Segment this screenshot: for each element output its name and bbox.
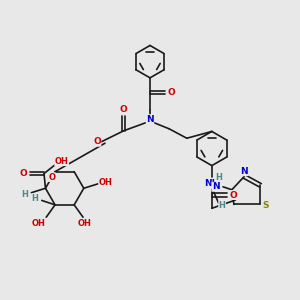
Text: OH: OH [32, 219, 46, 228]
Text: O: O [120, 105, 128, 114]
Text: OH: OH [55, 157, 69, 166]
Text: O: O [93, 137, 101, 146]
Text: O: O [20, 169, 27, 178]
Text: H: H [32, 194, 38, 203]
Text: H: H [21, 190, 28, 199]
Text: N: N [240, 167, 248, 176]
Text: O: O [48, 172, 55, 182]
Text: O: O [167, 88, 175, 97]
Text: O: O [229, 190, 237, 200]
Text: N: N [146, 115, 154, 124]
Text: OH: OH [77, 219, 92, 228]
Text: NH: NH [204, 179, 220, 188]
Text: H: H [219, 201, 226, 210]
Text: S: S [262, 201, 269, 210]
Text: H: H [215, 173, 222, 182]
Text: N: N [212, 182, 220, 191]
Text: OH: OH [99, 178, 113, 188]
